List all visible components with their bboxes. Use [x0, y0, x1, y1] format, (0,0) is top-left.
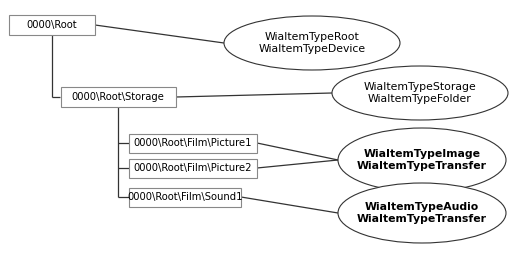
Text: WiaItemTypeStorage
WiaItemTypeFolder: WiaItemTypeStorage WiaItemTypeFolder — [364, 82, 477, 104]
Ellipse shape — [338, 183, 506, 243]
Text: 0000\Root\Film\Picture2: 0000\Root\Film\Picture2 — [134, 163, 252, 173]
Text: WiaItemTypeAudio
WiaItemTypeTransfer: WiaItemTypeAudio WiaItemTypeTransfer — [357, 202, 487, 224]
FancyBboxPatch shape — [129, 187, 241, 206]
Ellipse shape — [338, 128, 506, 192]
Ellipse shape — [332, 66, 508, 120]
FancyBboxPatch shape — [129, 159, 257, 178]
FancyBboxPatch shape — [61, 87, 176, 107]
FancyBboxPatch shape — [129, 133, 257, 153]
Text: 0000\Root\Film\Sound1: 0000\Root\Film\Sound1 — [127, 192, 243, 202]
Ellipse shape — [224, 16, 400, 70]
Text: 0000\Root\Film\Picture1: 0000\Root\Film\Picture1 — [134, 138, 252, 148]
FancyBboxPatch shape — [9, 15, 95, 35]
Text: WiaItemTypeRoot
WiaItemTypeDevice: WiaItemTypeRoot WiaItemTypeDevice — [258, 32, 366, 54]
Text: 0000\Root: 0000\Root — [27, 20, 77, 30]
Text: 0000\Root\Storage: 0000\Root\Storage — [71, 92, 164, 102]
Text: WiaItemTypeImage
WiaItemTypeTransfer: WiaItemTypeImage WiaItemTypeTransfer — [357, 149, 487, 171]
